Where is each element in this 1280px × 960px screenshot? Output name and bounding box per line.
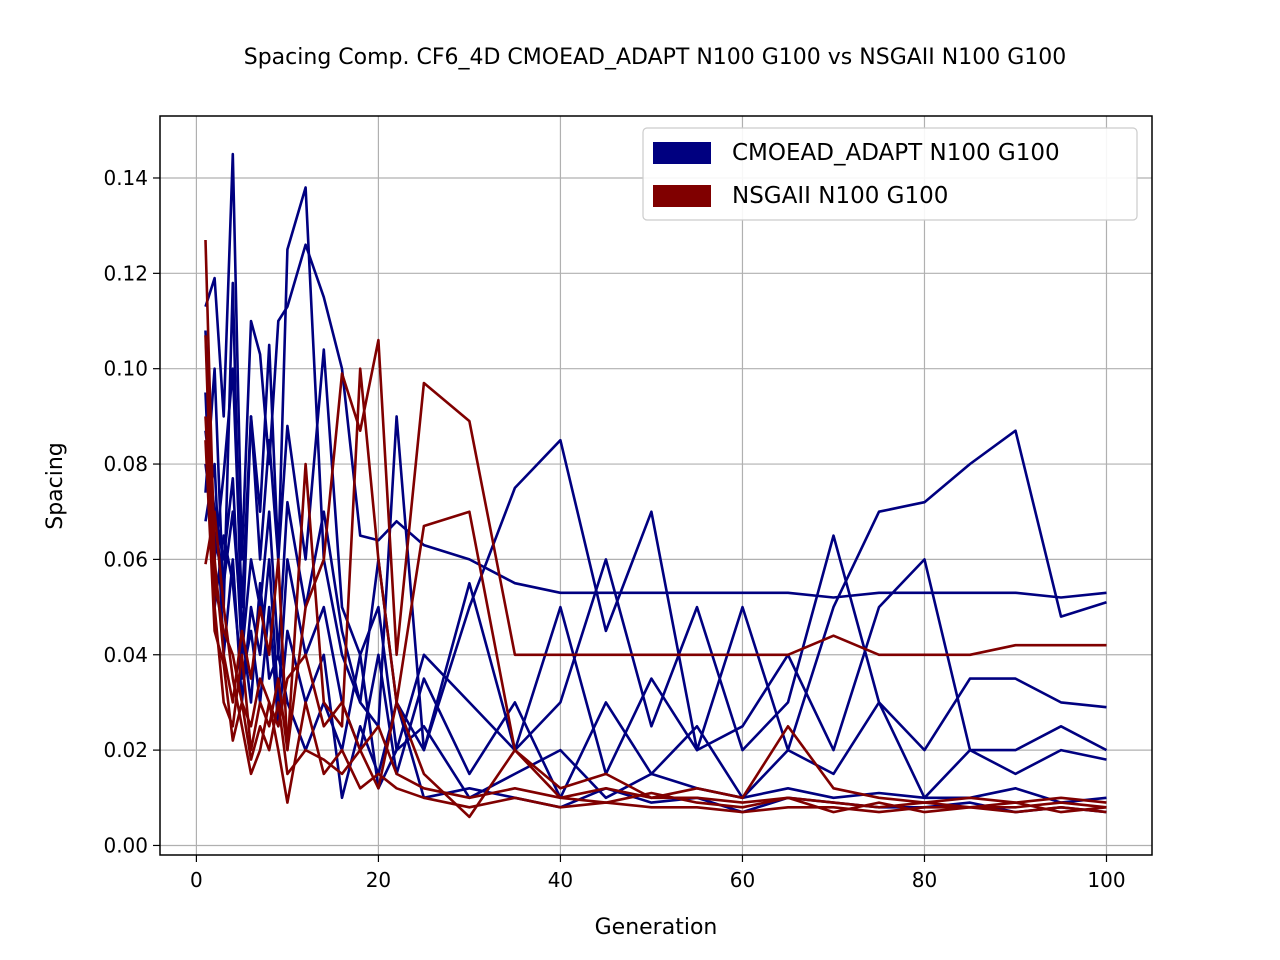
nsgaii-run-line-8 — [204, 335, 1107, 804]
y-tick-label: 0.02 — [103, 738, 148, 762]
x-tick-label: 60 — [730, 868, 755, 892]
x-tick-label: 100 — [1087, 868, 1125, 892]
plot-area — [204, 152, 1108, 819]
y-tick-label: 0.10 — [103, 357, 148, 381]
legend-box — [642, 127, 1138, 221]
legend-swatch-nsgaii — [653, 185, 711, 207]
cmoead-run-line-4 — [204, 462, 1107, 800]
legend: CMOEAD_ADAPT N100 G100 NSGAII N100 G100 — [642, 127, 1138, 221]
nsgaii-run-line-7 — [204, 239, 1107, 752]
y-tick-label: 0.08 — [103, 452, 148, 476]
y-tick-label: 0.14 — [103, 166, 148, 190]
y-tick-label: 0.06 — [103, 547, 148, 571]
nsgaii-run-line-10 — [204, 510, 1107, 814]
axis-ticks: 0 20 40 60 80 100 0.00 0.02 0.04 0.06 0.08 0.10 0.12… — [103, 166, 1125, 892]
x-tick-label: 40 — [548, 868, 573, 892]
nsgaii-run-line-11 — [204, 440, 1107, 819]
cmoead-run-line-0 — [204, 152, 1107, 599]
chart-title: Spacing Comp. CF6_4D CMOEAD_ADAPT N100 G… — [244, 45, 1067, 70]
cmoead-run-line-2 — [204, 330, 1107, 752]
x-tick-label: 0 — [190, 868, 203, 892]
legend-label-cmoead: CMOEAD_ADAPT N100 G100 — [732, 140, 1060, 166]
x-axis-label: Generation — [595, 915, 718, 940]
legend-label-nsgaii: NSGAII N100 G100 — [732, 183, 948, 209]
legend-swatch-cmoead — [653, 142, 711, 164]
y-tick-label: 0.04 — [103, 643, 148, 667]
y-tick-label: 0.12 — [103, 261, 148, 285]
cmoead-run-line-1 — [204, 186, 1107, 752]
y-tick-label: 0.00 — [103, 833, 148, 857]
y-axis-label: Spacing — [43, 442, 68, 530]
axes-frame — [159, 115, 1153, 856]
nsgaii-run-line-9 — [204, 416, 1107, 809]
x-tick-label: 80 — [912, 868, 937, 892]
x-tick-label: 20 — [366, 868, 391, 892]
